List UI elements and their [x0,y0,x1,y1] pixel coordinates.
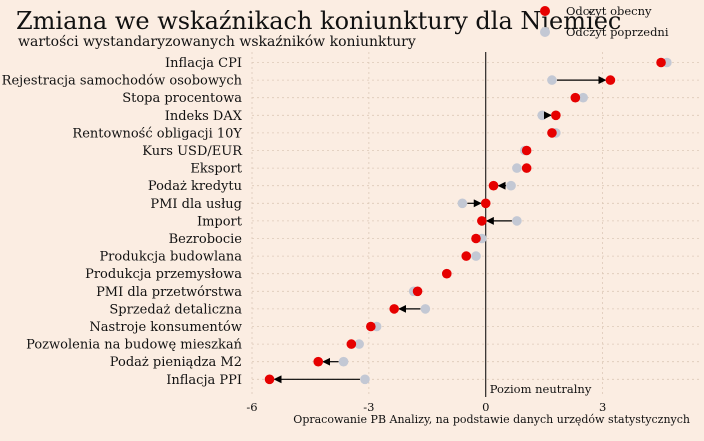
previous-point [360,374,370,385]
x-tick-label: 3 [599,400,606,414]
chart-subtitle: wartości wystandaryzowanych wskaźników k… [18,34,416,50]
current-point [461,251,472,261]
current-point [605,75,616,85]
category-label: PMI dla usług [150,197,242,212]
current-point [346,339,357,349]
previous-point [537,110,548,121]
category-label: Rentowność obligacji 10Y [72,126,242,141]
category-label: Import [197,214,243,229]
current-point [477,216,487,226]
current-point [521,163,532,173]
current-point [264,374,275,385]
x-tick-label: -6 [246,400,257,414]
current-point [570,92,581,103]
category-label: Sprzedaż detaliczna [109,302,242,317]
current-point [480,198,491,209]
category-label: Produkcja budowlana [99,250,242,265]
previous-point [506,180,516,191]
current-point [389,304,399,314]
x-tick-label: -3 [363,400,374,414]
neutral-line-label: Poziom neutralny [490,382,592,396]
current-point [471,233,481,244]
current-point [313,356,324,367]
previous-point [420,304,431,314]
category-label: PMI dla przetwórstwa [96,285,242,300]
current-point [412,286,423,297]
category-label: Rejestracja samochodów osobowych [2,74,243,89]
previous-point [338,356,349,367]
current-point [547,128,557,138]
category-label: Pozwolenia na budowę mieszkań [26,338,242,353]
category-label: Bezrobocie [169,232,243,247]
current-point [488,180,499,191]
category-label: Nastroje konsumentów [89,320,242,335]
current-point [441,268,452,279]
previous-point [512,216,522,226]
current-point [551,110,561,121]
legend-label-current: Odczyt obecny [566,4,652,18]
legend-swatch-previous [540,27,550,37]
x-tick-label: 0 [482,400,489,414]
category-label: Produkcja przemysłowa [85,267,242,282]
previous-point [354,339,364,349]
category-label: Inflacja PPI [166,373,242,388]
previous-point [457,198,468,209]
previous-point [578,92,588,103]
category-label: Indeks DAX [165,109,243,124]
chart-title: Zmiana we wskaźnikach koniunktury dla Ni… [16,7,622,35]
legend-label-previous: Odczyt poprzedni [566,25,669,39]
legend-swatch-current [540,6,550,16]
category-label: Stopa procentowa [122,91,242,106]
category-label: Podaż kredytu [148,179,242,194]
category-label: Podaż pieniądza M2 [110,355,242,370]
source-note: Opracowanie PB Analizy, na podstawie dan… [293,413,690,426]
category-label: Eksport [190,162,242,177]
current-point [521,145,532,156]
current-point [656,57,666,68]
previous-point [512,163,522,173]
previous-point [471,251,481,261]
current-point [366,321,376,332]
previous-point [547,75,557,85]
category-label: Inflacja CPI [165,56,242,71]
category-label: Kurs USD/EUR [142,144,243,159]
